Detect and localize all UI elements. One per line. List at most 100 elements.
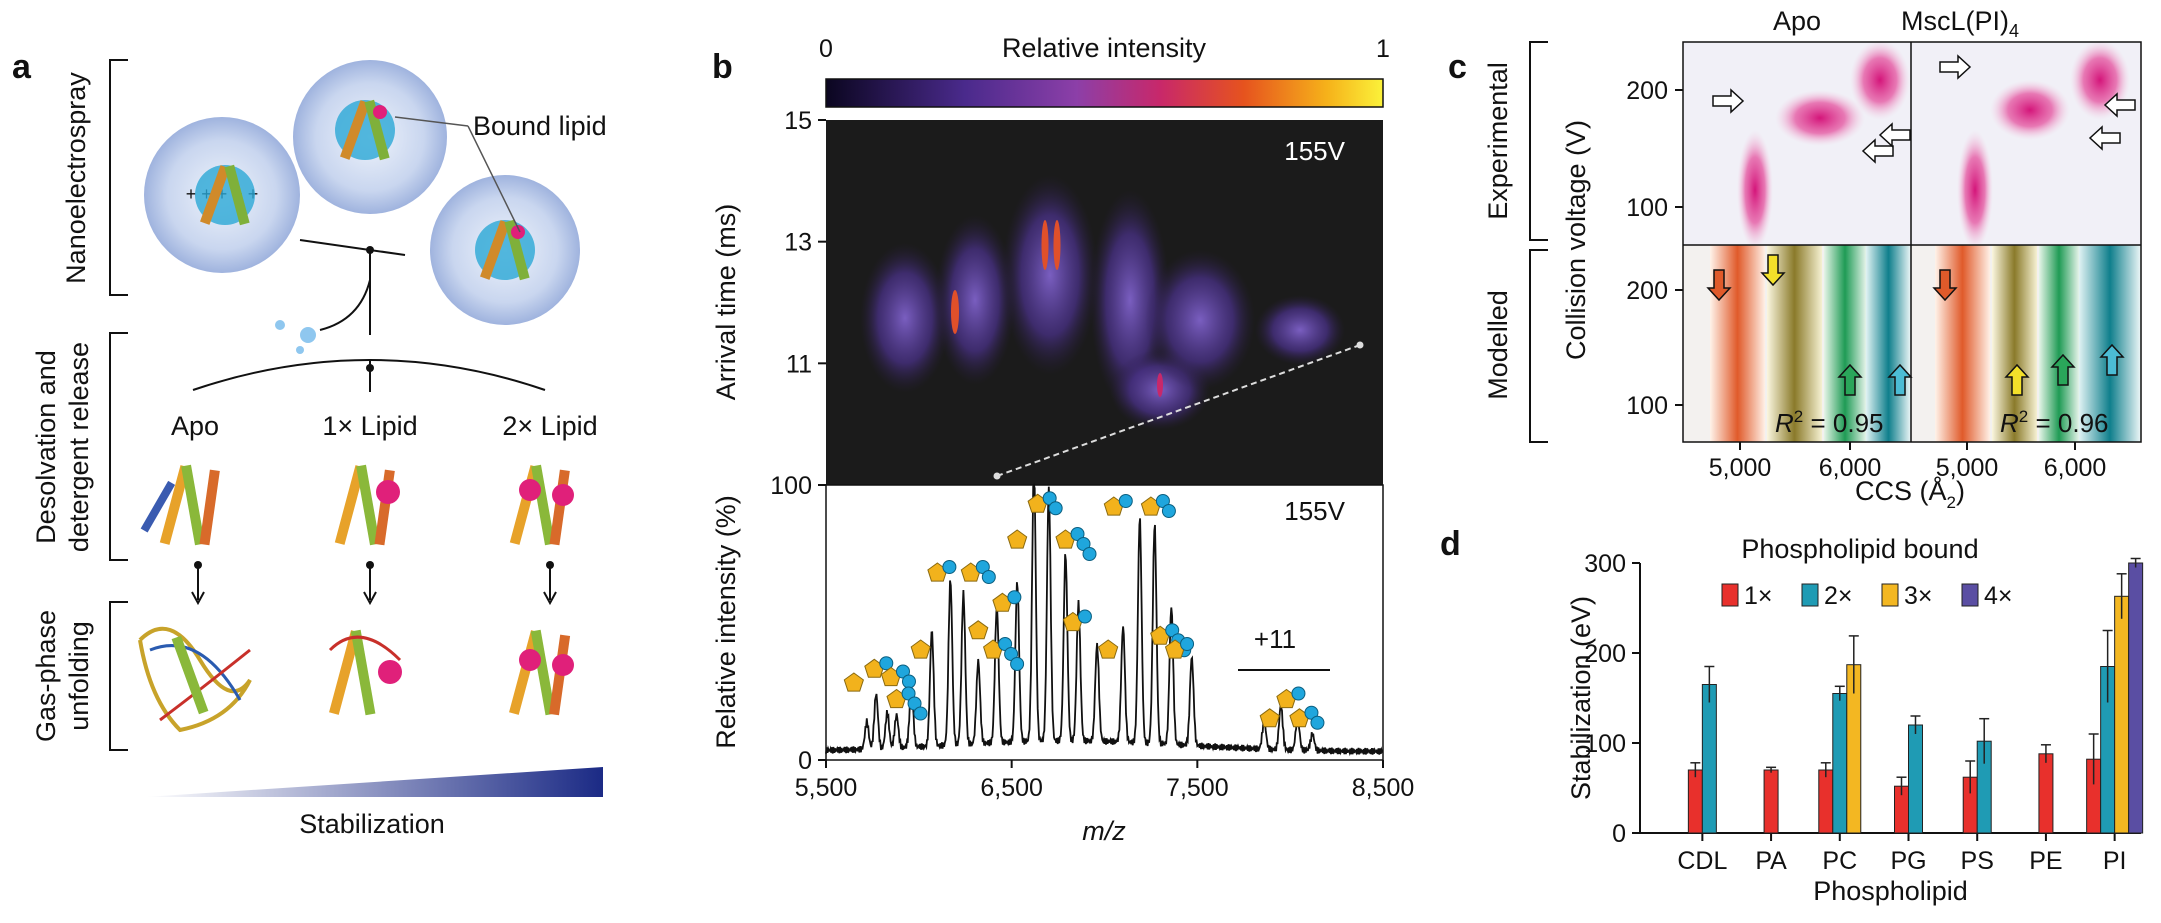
heatmap-voltage: 155V <box>1284 136 1345 166</box>
glycan-symbol <box>992 590 1022 612</box>
d-bar <box>1763 769 1779 834</box>
r2-apo: R2 = 0.95 <box>1775 407 1883 438</box>
charge-state-label: +11 <box>1254 624 1296 654</box>
b-xtick-label: 5,500 <box>795 774 858 802</box>
b-spec-ytick-label: 100 <box>770 472 812 500</box>
d-ytick-label: 300 <box>1584 550 1626 578</box>
glycan-symbol <box>983 637 1025 671</box>
spectrum-line <box>825 482 1384 757</box>
d-xlabel: Phospholipid <box>1813 876 1968 906</box>
col-1x-lipid: 1× Lipid <box>322 411 417 441</box>
protein-apo <box>140 464 220 546</box>
panel-a: a Nanoelectrospray Desolvation and deter… <box>12 48 607 839</box>
b-xtick-label: 7,500 <box>1166 774 1229 802</box>
stabilization-label: Stabilization <box>299 809 445 839</box>
glycan-symbol <box>1259 708 1280 728</box>
bracket-modelled <box>1529 249 1548 443</box>
b-heat-ytick-label: 13 <box>784 229 812 257</box>
b-xtick-label: 6,500 <box>980 774 1043 802</box>
d-bar <box>2128 562 2144 834</box>
d-category-label: PA <box>1755 847 1787 875</box>
r2-mscl: R2 = 0.96 <box>2000 407 2108 438</box>
c-mod-mscl-green <box>2039 245 2079 442</box>
protein-apo-unfolded <box>138 626 252 733</box>
glycan-symbol <box>843 672 864 692</box>
c-mod-mscl-teal <box>2079 245 2141 442</box>
d-bar-chart: 0 100 200 300 Stabilization (eV) Phospholipid… <box>1566 550 2144 906</box>
d-legend-label: 1× <box>1744 582 1773 610</box>
c-frame <box>1682 41 2142 443</box>
d-category-label: PE <box>2029 847 2062 875</box>
protein-1x <box>334 464 400 546</box>
protein-1x-unfolded <box>328 629 402 716</box>
colorbar-title: Relative intensity <box>1002 33 1207 63</box>
d-bar <box>2038 753 2054 834</box>
c-xlabel: CCS (Å2) <box>1855 475 1965 512</box>
panel-c: c Apo MscL(PI)4 Experimental Modelled Co… <box>1448 6 2142 512</box>
c-col-mscl: MscL(PI)4 <box>1901 6 2019 41</box>
glycan-symbols <box>843 491 1325 730</box>
c-xtick-label: 5,000 <box>1709 454 1772 482</box>
b-ylabel-bottom: Relative intensity (%) <box>711 495 741 749</box>
c-ytick-label: 100 <box>1626 194 1668 222</box>
d-bar <box>1701 684 1717 834</box>
c-xtick-label: 6,000 <box>1819 454 1882 482</box>
trend-line <box>996 344 1361 477</box>
d-bar <box>1908 724 1923 834</box>
d-legend-swatch <box>1961 583 1979 607</box>
d-bar <box>1687 769 1703 834</box>
c-ytick-label: 200 <box>1626 77 1668 105</box>
d-ytick-label: 100 <box>1584 730 1626 758</box>
c-ylabel: Collision voltage (V) <box>1561 120 1591 360</box>
b-heat-ytick-label: 15 <box>784 107 812 135</box>
d-bar <box>1818 769 1834 834</box>
d-category-label: PI <box>2103 847 2127 875</box>
bracket-desolvation <box>109 332 128 561</box>
droplet-2 <box>293 60 447 214</box>
d-legend-title: Phospholipid bound <box>1741 534 1978 564</box>
bracket-nanoelectrospray <box>109 59 128 296</box>
row-modelled: Modelled <box>1483 290 1513 400</box>
glycan-symbol <box>910 639 931 659</box>
glycan-symbol <box>1276 686 1306 709</box>
c-col-apo: Apo <box>1773 6 1821 36</box>
c-exp-apo-blobs <box>1737 40 1910 250</box>
c-mod-apo-teal <box>1866 245 1911 442</box>
d-legend-swatch <box>1721 583 1739 607</box>
c-mod-arrows <box>1706 254 2125 396</box>
spectrum-frame <box>825 484 1384 761</box>
b-xlabel: m/z <box>1082 816 1126 846</box>
stage-nanoelectrospray: Nanoelectrospray <box>61 72 91 284</box>
arrows-down <box>191 561 557 606</box>
droplet-1: + + + + + <box>144 117 300 273</box>
panel-a-label: a <box>12 48 32 86</box>
glycan-symbol <box>1289 705 1325 730</box>
glycan-symbol <box>1007 529 1028 549</box>
protein-2x-unfolded <box>509 629 574 716</box>
d-ylabel: Stabilization (eV) <box>1566 596 1596 800</box>
b-heat-ytick-label: 11 <box>786 350 812 378</box>
d-category-label: PC <box>1822 847 1857 875</box>
stage-unfolding-line2: unfolding <box>64 621 94 731</box>
d-ytick-label: 0 <box>1612 820 1626 848</box>
c-mod-mscl-yellow <box>1992 245 2037 442</box>
bracket-unfolding <box>109 601 128 751</box>
b-xtick-label: 8,500 <box>1352 774 1415 802</box>
d-category-label: PG <box>1890 847 1926 875</box>
glycan-symbol <box>927 560 957 582</box>
bound-lipid-label: Bound lipid <box>473 111 607 141</box>
d-category-label: PS <box>1961 847 1994 875</box>
colorbar-min: 0 <box>819 35 833 63</box>
stabilization-wedge <box>145 767 603 797</box>
glycan-symbol <box>1055 527 1097 561</box>
spectrum-voltage: 155V <box>1284 496 1345 526</box>
glycan-symbol <box>1098 639 1119 659</box>
stage-unfolding-line1: Gas-phase <box>31 610 61 742</box>
glycan-symbol <box>1140 494 1176 518</box>
stage-desolvation-line2: detergent release <box>64 342 94 552</box>
d-ytick-label: 200 <box>1584 640 1626 668</box>
d-legend-label: 3× <box>1904 582 1933 610</box>
row-experimental: Experimental <box>1483 62 1513 220</box>
colorbar-max: 1 <box>1376 35 1390 63</box>
